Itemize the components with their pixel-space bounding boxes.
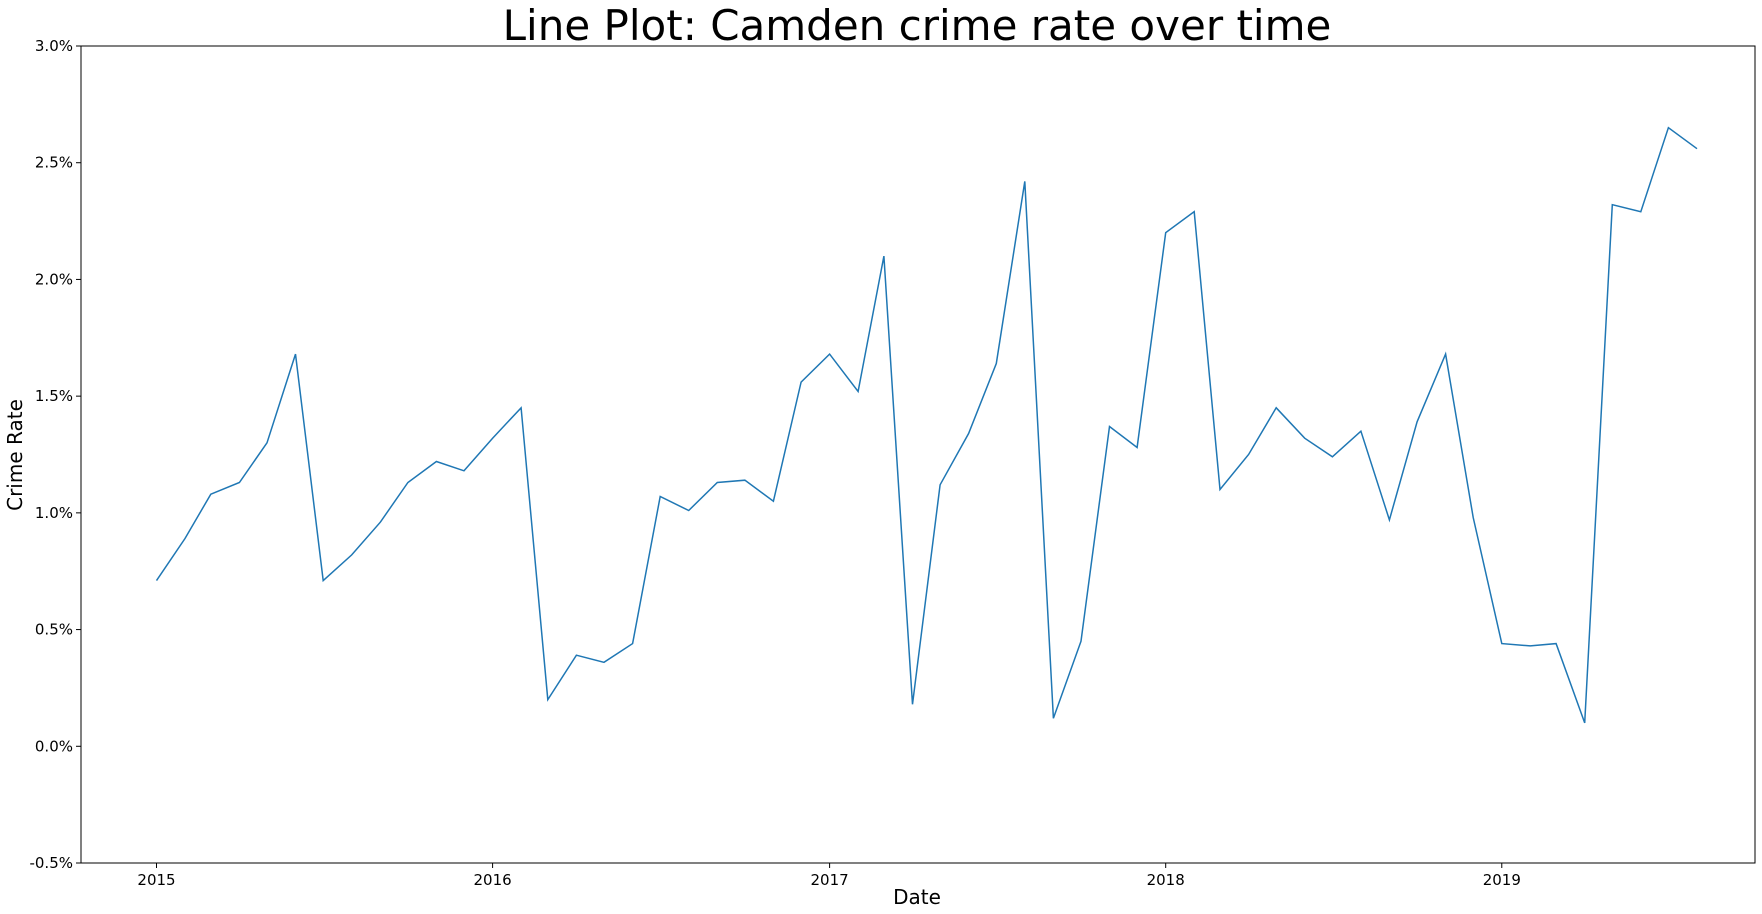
plot-frame	[80, 45, 1756, 864]
y-tick-label: 3.0%	[35, 37, 73, 55]
x-tick-label: 2016	[474, 871, 512, 889]
x-axis-label: Date	[893, 885, 941, 909]
y-tick-label: 2.5%	[35, 154, 73, 172]
y-tick-label: 0.5%	[35, 621, 73, 639]
x-tick-label: 2019	[1483, 871, 1521, 889]
y-tick-label: 2.0%	[35, 270, 73, 288]
y-tick-label: 0.0%	[35, 737, 73, 755]
y-tick-label: 1.5%	[35, 387, 73, 405]
x-tick-label: 2018	[1147, 871, 1185, 889]
y-tick-label: -0.5%	[29, 854, 73, 872]
x-tick-label: 2015	[137, 871, 175, 889]
series-line	[155, 126, 1698, 724]
plot-area: -0.5% 0.0% 0.5% 1.0% 1.5% 2.0% 2.5% 3.0% 2015 201…	[29, 37, 1698, 889]
y-tick-label: 1.0%	[35, 504, 73, 522]
x-tick-label: 2017	[811, 871, 849, 889]
chart-title: Line Plot: Camden crime rate over time	[503, 1, 1332, 50]
y-axis-label: Crime Rate	[3, 399, 27, 511]
